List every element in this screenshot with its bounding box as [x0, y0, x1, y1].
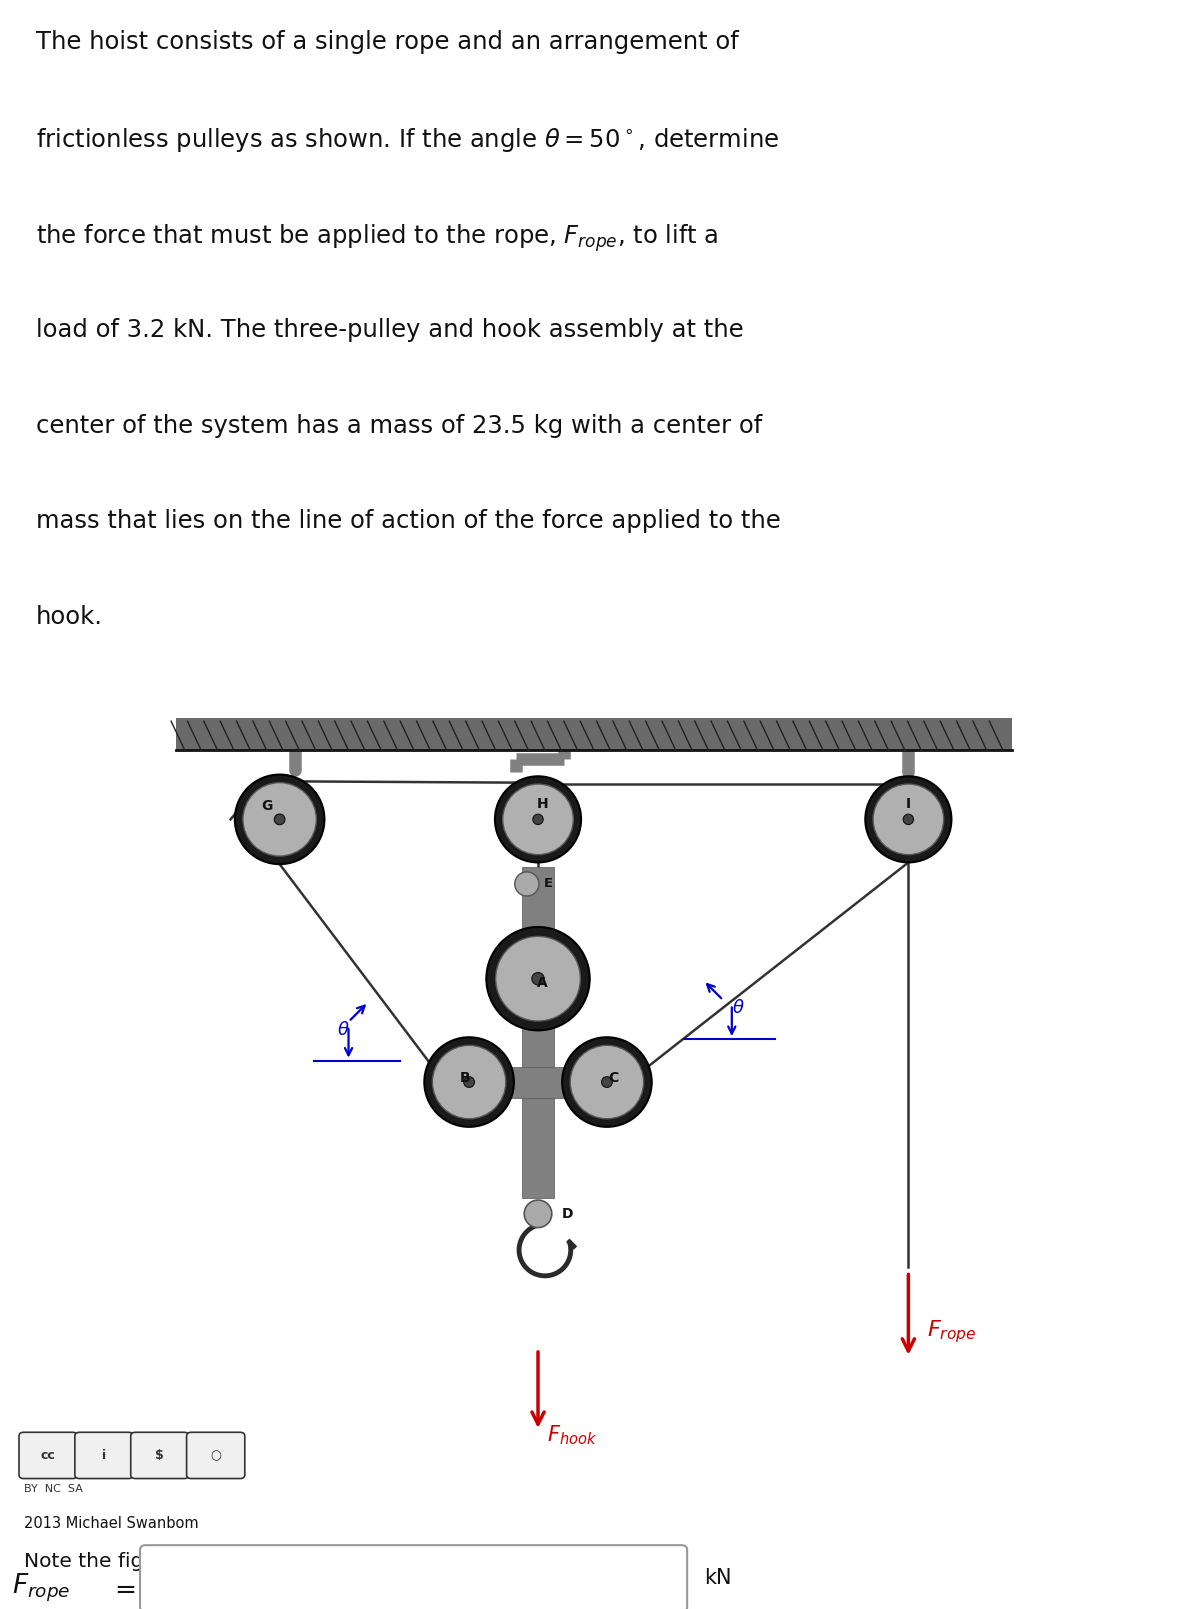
- Circle shape: [524, 1200, 552, 1228]
- Text: $\mathit{F}_{hook}$: $\mathit{F}_{hook}$: [547, 1424, 596, 1446]
- FancyBboxPatch shape: [74, 1432, 133, 1479]
- Text: $\theta$: $\theta$: [732, 999, 744, 1017]
- Circle shape: [486, 927, 589, 1030]
- Circle shape: [515, 872, 539, 896]
- Circle shape: [532, 972, 545, 985]
- Circle shape: [242, 782, 317, 856]
- Text: =: =: [114, 1578, 137, 1604]
- Text: H: H: [536, 796, 548, 811]
- Text: G: G: [262, 800, 272, 814]
- Circle shape: [503, 784, 574, 854]
- Text: hook.: hook.: [36, 605, 103, 629]
- Circle shape: [494, 776, 581, 862]
- Circle shape: [275, 814, 286, 825]
- Text: BY  NC  SA: BY NC SA: [24, 1483, 83, 1495]
- Text: The hoist consists of a single rope and an arrangement of: The hoist consists of a single rope and …: [36, 31, 739, 55]
- Text: frictionless pulleys as shown. If the angle $\theta = 50^\circ$, determine: frictionless pulleys as shown. If the an…: [36, 126, 779, 154]
- Circle shape: [570, 1046, 643, 1118]
- Bar: [176, 718, 1012, 750]
- Text: C: C: [608, 1070, 619, 1084]
- Text: B: B: [460, 1070, 470, 1084]
- Text: I: I: [906, 796, 911, 811]
- Bar: [452, 1067, 624, 1097]
- Circle shape: [601, 1076, 612, 1088]
- Text: A: A: [536, 977, 547, 990]
- Circle shape: [904, 814, 913, 824]
- Text: mass that lies on the line of action of the force applied to the: mass that lies on the line of action of …: [36, 510, 781, 534]
- Text: E: E: [544, 877, 553, 890]
- Text: 2013 Michael Swanbom: 2013 Michael Swanbom: [24, 1516, 198, 1532]
- Circle shape: [874, 784, 943, 854]
- FancyBboxPatch shape: [19, 1432, 77, 1479]
- Text: cc: cc: [41, 1450, 55, 1463]
- Circle shape: [463, 1076, 474, 1088]
- Bar: [522, 867, 554, 1199]
- Circle shape: [533, 814, 544, 824]
- Circle shape: [562, 1038, 652, 1126]
- Circle shape: [865, 776, 952, 862]
- FancyBboxPatch shape: [187, 1432, 245, 1479]
- Text: $: $: [156, 1450, 164, 1463]
- Circle shape: [425, 1038, 514, 1126]
- Text: i: i: [102, 1450, 106, 1463]
- Circle shape: [432, 1046, 506, 1118]
- Text: load of 3.2 kN. The three-pulley and hook assembly at the: load of 3.2 kN. The three-pulley and hoo…: [36, 317, 744, 341]
- FancyBboxPatch shape: [140, 1545, 688, 1609]
- Text: ○: ○: [210, 1450, 221, 1463]
- Text: the force that must be applied to the rope, $F_{rope}$, to lift a: the force that must be applied to the ro…: [36, 222, 719, 254]
- Text: D: D: [562, 1207, 574, 1221]
- Circle shape: [496, 936, 581, 1022]
- Text: $\mathit{F}_{rope}$: $\mathit{F}_{rope}$: [928, 1318, 977, 1345]
- Circle shape: [235, 774, 324, 864]
- FancyBboxPatch shape: [131, 1432, 188, 1479]
- Text: center of the system has a mass of 23.5 kg with a center of: center of the system has a mass of 23.5 …: [36, 414, 762, 438]
- Text: kN: kN: [704, 1569, 732, 1588]
- Text: $\theta$: $\theta$: [337, 1020, 350, 1039]
- Text: Note the figure may not be to scale.: Note the figure may not be to scale.: [24, 1551, 389, 1570]
- Text: $F_{rope}$: $F_{rope}$: [12, 1572, 71, 1604]
